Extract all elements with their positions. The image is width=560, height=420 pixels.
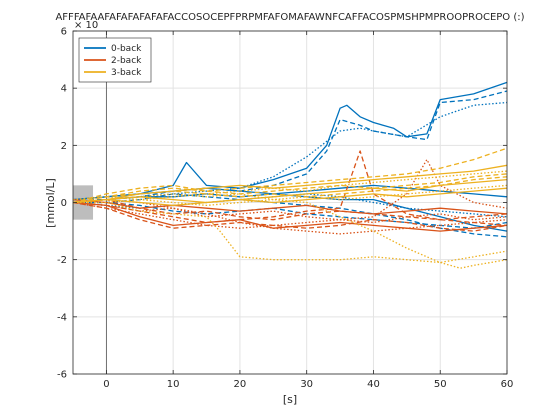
y-tick-label: 2: [61, 141, 67, 152]
series-line-0-back: [73, 90, 508, 201]
x-tick-label: 60: [501, 379, 514, 390]
legend-label-3-back: 3-back: [111, 68, 142, 78]
series-line-3-back: [72, 147, 508, 204]
series-line-2-back: [72, 201, 508, 232]
y-axis-label: [mmol/L]: [44, 178, 57, 228]
x-tick-label: 50: [434, 379, 447, 390]
x-tick-label: 10: [167, 379, 180, 390]
series-line-2-back: [72, 198, 508, 224]
y-tick-label: 0: [61, 198, 67, 209]
series-line-0-back: [73, 201, 508, 229]
y-tick-label: -6: [57, 370, 67, 381]
x-tick-label: 0: [103, 379, 109, 390]
legend-label-2-back: 2-back: [111, 56, 142, 66]
plot-area: 0 10 20 30 40 50 60 -6 -4 -2 0 2 4 6 0-back 2-back 3-bac…: [57, 27, 513, 391]
x-tick-label: 30: [300, 379, 313, 390]
series-line-2-back: [72, 198, 508, 215]
series-line-2-back: [72, 201, 508, 235]
x-tick-label: 40: [367, 379, 380, 390]
series-line-0-back: [73, 193, 508, 238]
y-exponent-label: × 10: [74, 20, 98, 31]
x-tick-label: 20: [234, 379, 247, 390]
series-line-3-back: [72, 176, 508, 204]
x-axis-label: [s]: [283, 393, 297, 406]
series-line-0-back: [72, 81, 508, 201]
series-line-2-back: [72, 198, 508, 221]
chart-title: AFFFAFAAFAFAFAFAFAFACCOSOCEPFPRPMFAFOMAF…: [55, 12, 524, 23]
series-line-3-back: [72, 173, 508, 204]
y-tick-label: 4: [61, 84, 67, 95]
y-tick-label: -2: [57, 255, 67, 266]
series-line-2-back: [72, 150, 508, 227]
y-tick-label: 6: [61, 27, 67, 38]
legend-label-0-back: 0-back: [111, 44, 142, 54]
series-line-3-back: [73, 201, 508, 264]
series-line-3-back: [72, 187, 508, 207]
series-line-3-back: [72, 193, 508, 269]
y-tick-label: -4: [57, 312, 67, 323]
series-line-3-back: [73, 184, 508, 207]
